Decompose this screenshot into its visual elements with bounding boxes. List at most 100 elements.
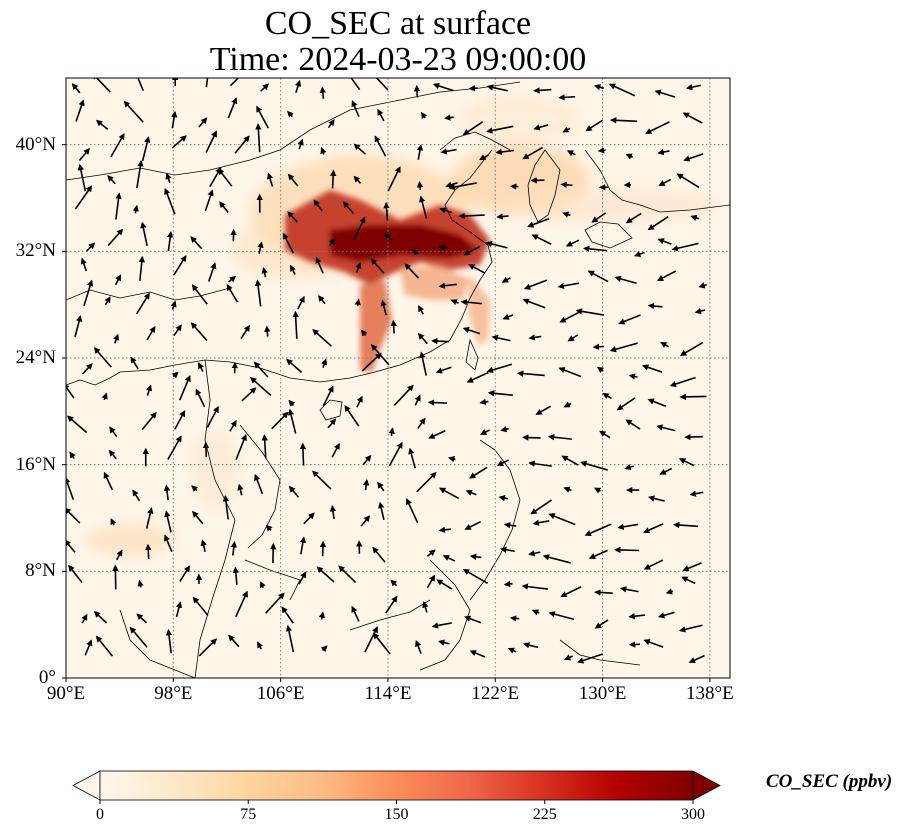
wind-arrow bbox=[588, 549, 608, 560]
wind-arrow bbox=[419, 351, 427, 376]
wind-arrow bbox=[594, 589, 613, 596]
wind-arrow bbox=[145, 543, 152, 560]
wind-arrow bbox=[431, 337, 450, 345]
wind-arrow bbox=[486, 363, 513, 373]
wind-arrow bbox=[175, 601, 183, 618]
wind-arrow bbox=[469, 466, 488, 479]
wind-arrow bbox=[584, 523, 612, 536]
wind-arrow bbox=[417, 332, 428, 345]
wind-arrow bbox=[377, 481, 385, 492]
wind-arrow bbox=[609, 342, 638, 353]
wind-arrow bbox=[312, 470, 332, 490]
wind-arrow bbox=[361, 352, 382, 372]
wind-arrow bbox=[163, 484, 171, 501]
wind-arrow bbox=[91, 78, 111, 93]
wind-arrow bbox=[250, 376, 272, 397]
wind-vectors bbox=[66, 78, 707, 664]
y-tick-label: 40°N bbox=[15, 133, 56, 155]
wind-arrow bbox=[362, 454, 372, 466]
wind-arrow bbox=[597, 147, 606, 154]
wind-arrow bbox=[66, 383, 75, 399]
wind-arrow bbox=[658, 611, 675, 619]
wind-arrow bbox=[659, 467, 673, 475]
wind-arrow bbox=[496, 213, 509, 220]
wind-arrow bbox=[319, 86, 326, 99]
wind-arrow bbox=[68, 564, 83, 583]
wind-arrow bbox=[363, 478, 370, 491]
wind-arrow bbox=[690, 214, 700, 221]
wind-arrow bbox=[353, 175, 362, 184]
wind-arrow bbox=[78, 147, 90, 162]
wind-arrow bbox=[528, 460, 552, 467]
wind-arrow bbox=[320, 147, 327, 155]
wind-arrow bbox=[390, 319, 397, 334]
wind-arrow bbox=[486, 125, 514, 134]
wind-arrow bbox=[374, 135, 387, 157]
wind-arrow bbox=[115, 549, 123, 561]
wind-arrow bbox=[387, 166, 401, 192]
wind-arrow bbox=[370, 258, 385, 274]
wind-arrow bbox=[140, 221, 148, 246]
wind-arrow bbox=[685, 84, 701, 91]
wind-arrow bbox=[141, 411, 157, 431]
wind-arrow bbox=[135, 292, 150, 315]
colorbar bbox=[99, 770, 694, 801]
wind-arrow bbox=[679, 341, 704, 356]
wind-arrow bbox=[528, 334, 542, 341]
wind-arrow bbox=[110, 518, 117, 526]
wind-arrow bbox=[413, 84, 421, 98]
wind-arrow bbox=[235, 590, 248, 618]
wind-arrow bbox=[264, 325, 271, 337]
wind-arrow bbox=[229, 78, 240, 87]
wind-arrow bbox=[523, 279, 548, 290]
wind-arrow bbox=[313, 199, 323, 212]
wind-arrow bbox=[281, 606, 294, 624]
colorbar-tick-label: 150 bbox=[384, 806, 409, 823]
wind-arrow bbox=[439, 487, 460, 500]
wind-arrow bbox=[237, 483, 244, 496]
wind-arrow bbox=[136, 613, 148, 624]
wind-arrow bbox=[66, 415, 88, 434]
wind-arrow bbox=[179, 565, 191, 582]
wind-arrow bbox=[530, 499, 553, 515]
wind-arrow bbox=[416, 180, 424, 191]
wind-arrow bbox=[485, 240, 508, 249]
wind-arrow bbox=[501, 276, 511, 283]
wind-arrow bbox=[317, 295, 326, 305]
wind-arrow bbox=[564, 654, 573, 661]
wind-arrow bbox=[548, 513, 576, 526]
wind-arrow bbox=[198, 117, 208, 128]
wind-arrow bbox=[207, 262, 217, 282]
wind-arrow bbox=[625, 419, 641, 430]
wind-arrow bbox=[227, 97, 238, 119]
y-tick-label: 16°N bbox=[15, 453, 56, 475]
wind-arrow bbox=[103, 471, 114, 491]
wind-arrow bbox=[440, 148, 457, 155]
wind-arrow bbox=[420, 111, 428, 119]
wind-arrow bbox=[329, 169, 337, 189]
wind-arrow bbox=[503, 521, 517, 529]
wind-arrow bbox=[616, 397, 636, 411]
wind-arrow bbox=[431, 622, 452, 629]
wind-arrow bbox=[171, 135, 187, 149]
wind-arrow bbox=[84, 639, 93, 656]
wind-arrow bbox=[393, 384, 414, 406]
wind-arrow bbox=[648, 495, 665, 502]
wind-arrow bbox=[383, 232, 393, 241]
wind-arrow bbox=[641, 364, 663, 373]
wind-arrow bbox=[327, 418, 337, 429]
wind-arrow bbox=[173, 254, 187, 276]
wind-arrow bbox=[658, 178, 672, 187]
wind-arrow bbox=[656, 424, 676, 432]
wind-arrow bbox=[350, 78, 361, 91]
wind-arrow bbox=[500, 546, 515, 553]
wind-arrow bbox=[563, 486, 572, 493]
wind-arrow bbox=[204, 189, 214, 212]
wind-arrow bbox=[104, 296, 111, 306]
wind-arrow bbox=[136, 159, 144, 189]
wind-arrow bbox=[408, 447, 416, 469]
wind-arrow bbox=[566, 150, 576, 157]
wind-arrow bbox=[259, 581, 266, 589]
wind-arrow bbox=[547, 434, 572, 441]
